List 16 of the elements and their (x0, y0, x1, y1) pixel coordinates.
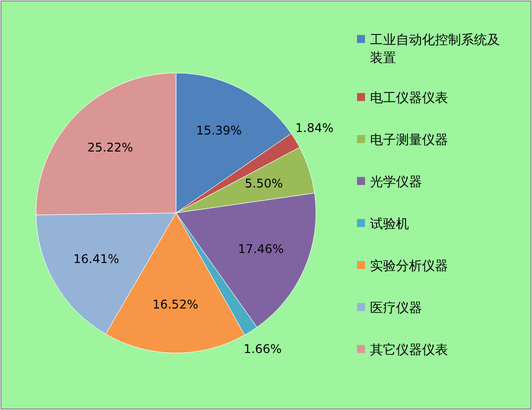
data-label: 16.52% (152, 298, 198, 312)
data-label: 15.39% (196, 123, 242, 138)
data-label: 17.46% (238, 242, 284, 256)
legend-label: 光学仪器 (370, 174, 422, 190)
legend-label: 其它仪器仪表 (370, 342, 448, 358)
legend-label: 电子测量仪器 (370, 132, 448, 148)
legend-label: 工业自动化控制系统及装置 (370, 32, 500, 66)
legend-label: 实验分析仪器 (370, 258, 448, 274)
data-label: 1.84% (295, 121, 334, 136)
legend-label: 电工仪器仪表 (370, 90, 448, 106)
data-label: 1.66% (244, 342, 282, 356)
data-label: 25.22% (87, 140, 134, 154)
legend-label: 试验机 (370, 216, 409, 232)
data-label: 5.50% (244, 176, 283, 191)
legend-label: 医疗仪器 (370, 300, 422, 316)
data-label: 16.41% (73, 252, 120, 266)
